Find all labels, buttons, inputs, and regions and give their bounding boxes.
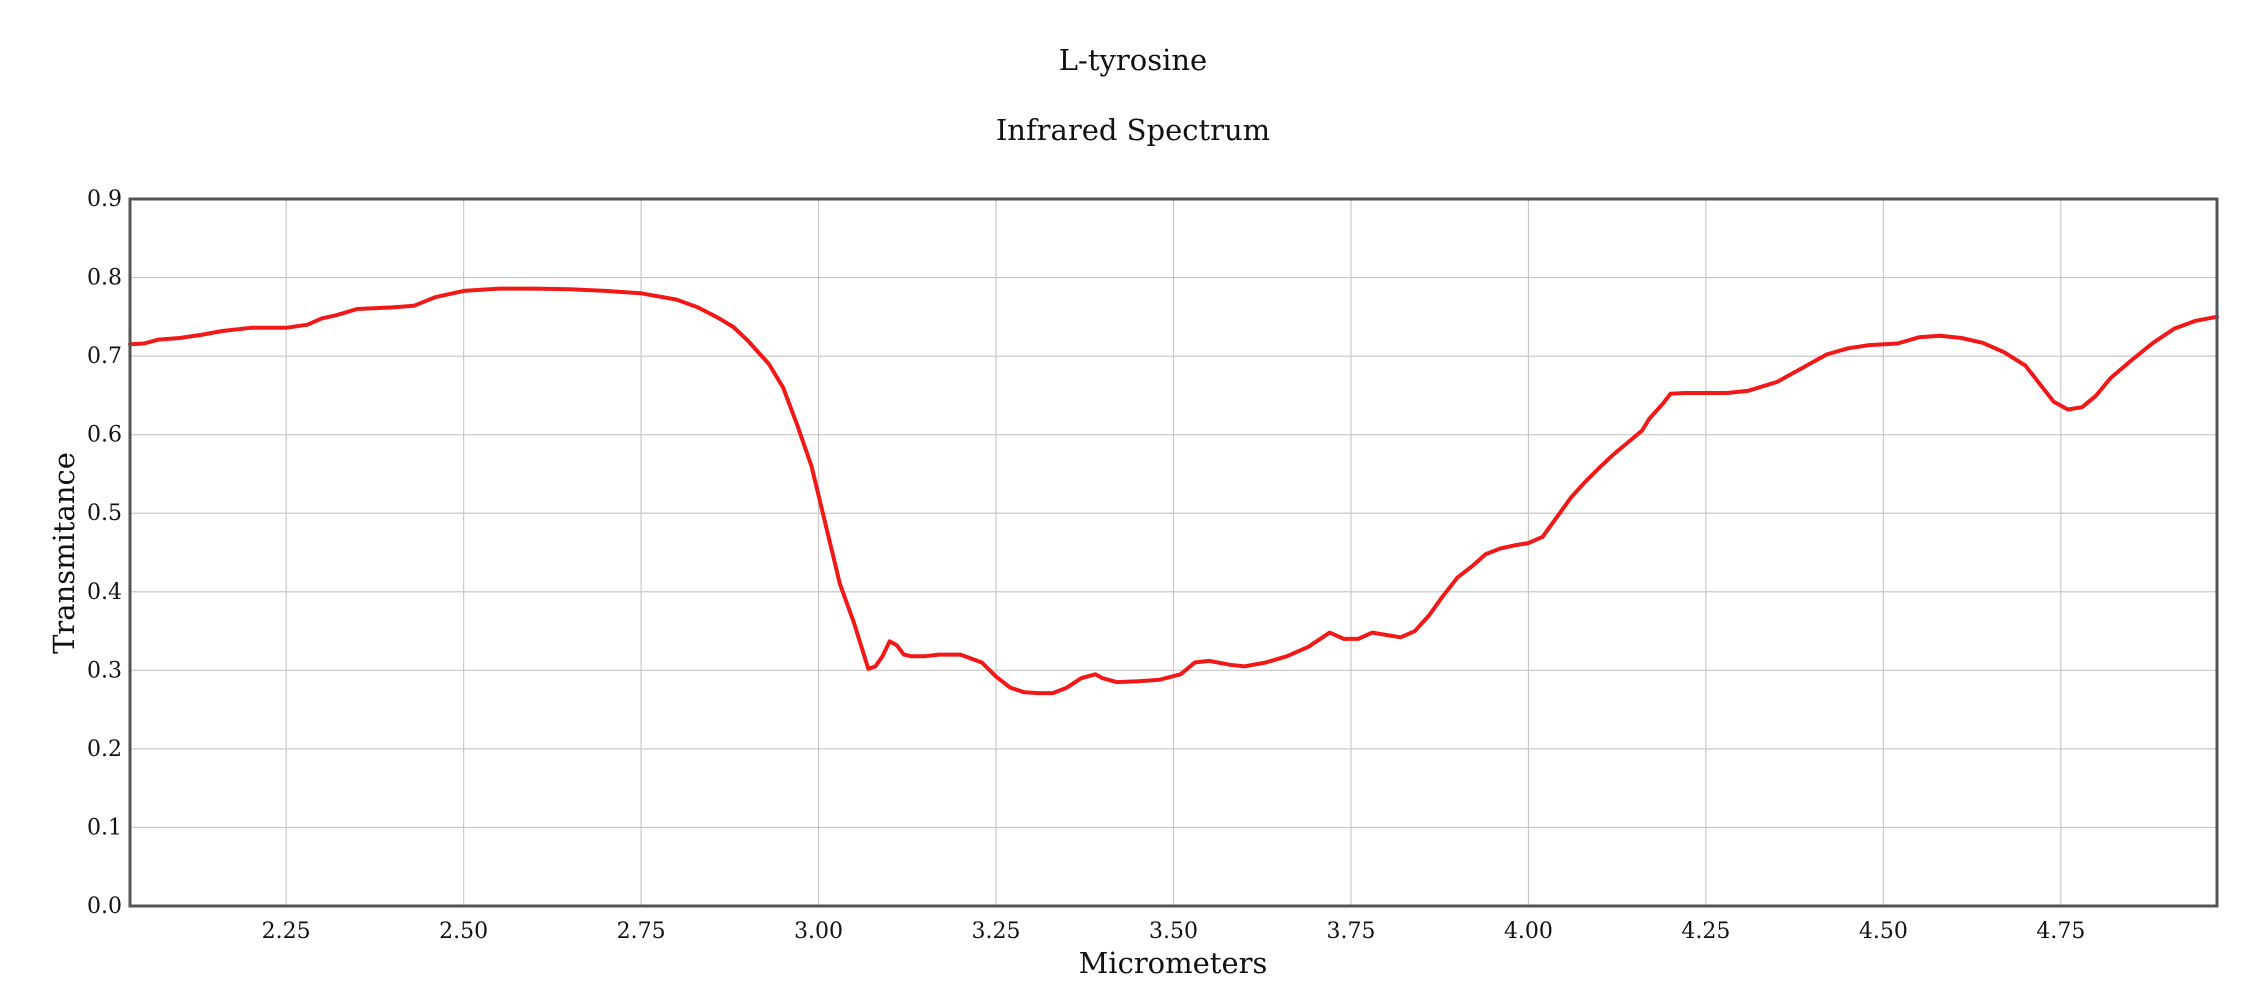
y-tick-label: 0.9 [87, 187, 122, 212]
y-tick-label: 0.2 [87, 737, 122, 762]
y-tick-label: 0.5 [87, 501, 122, 526]
x-tick-label: 3.25 [972, 919, 1021, 944]
x-axis-label: Micrometers [1079, 946, 1268, 980]
series-layer [128, 286, 2219, 696]
x-tick-label: 3.50 [1149, 919, 1198, 944]
y-tick-label: 0.8 [87, 266, 122, 291]
plot-frame [128, 197, 2219, 908]
x-tick-label: 3.75 [1326, 919, 1375, 944]
y-tick-label: 0.0 [87, 894, 122, 919]
x-tick-label: 4.75 [2036, 919, 2085, 944]
series-line-0 [128, 286, 2219, 696]
y-tick-label: 0.6 [87, 423, 122, 448]
y-tick-label: 0.4 [87, 580, 122, 605]
y-tick-label: 0.7 [87, 344, 122, 369]
x-tick-label: 4.50 [1859, 919, 1908, 944]
y-axis-label: Transmitance [47, 452, 81, 654]
x-tick-label: 4.00 [1504, 919, 1553, 944]
y-tick-label: 0.3 [87, 658, 122, 683]
x-tick-label: 2.50 [439, 919, 488, 944]
x-tick-label: 2.75 [617, 919, 666, 944]
y-tick-label: 0.1 [87, 815, 122, 840]
tick-labels: 2.25 2.50 2.75 3.00 3.25 3.50 3.75 4.00 4.25 4.50… [87, 187, 2085, 944]
x-tick-label: 4.25 [1681, 919, 1730, 944]
x-tick-label: 3.00 [794, 919, 843, 944]
chart-title: L-tyrosine [1059, 43, 1207, 77]
x-tick-label: 2.25 [262, 919, 311, 944]
chart-subtitle: Infrared Spectrum [996, 113, 1270, 147]
